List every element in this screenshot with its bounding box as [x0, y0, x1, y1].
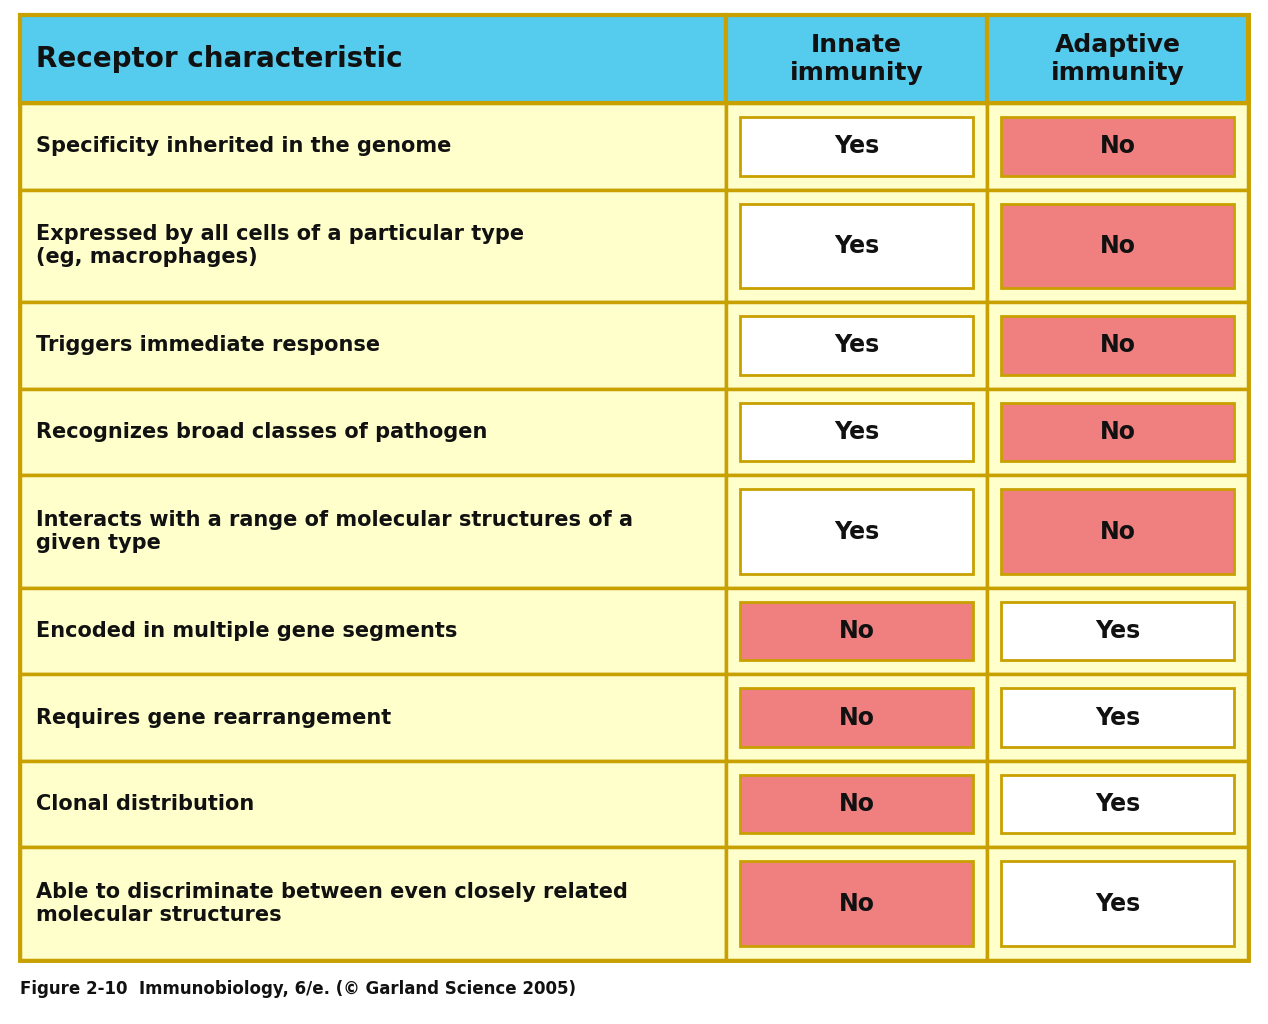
Text: Yes: Yes: [1094, 706, 1140, 730]
Text: Requires gene rearrangement: Requires gene rearrangement: [36, 708, 392, 728]
Bar: [727, 189, 987, 302]
Bar: [1000, 402, 1234, 461]
Bar: [1000, 775, 1234, 834]
Bar: [1000, 204, 1234, 288]
Text: Yes: Yes: [834, 233, 879, 258]
Bar: [987, 675, 1248, 761]
Bar: [20, 189, 727, 302]
Bar: [727, 15, 987, 103]
Bar: [20, 15, 1248, 103]
Text: Triggers immediate response: Triggers immediate response: [36, 336, 380, 355]
Bar: [741, 775, 973, 834]
Bar: [727, 389, 987, 475]
Text: Interacts with a range of molecular structures of a
given type: Interacts with a range of molecular stru…: [36, 510, 633, 553]
Bar: [741, 316, 973, 375]
Text: Innate
immunity: Innate immunity: [790, 33, 923, 85]
Bar: [987, 103, 1248, 189]
Bar: [20, 15, 727, 103]
Text: No: No: [838, 892, 875, 915]
Text: Recognizes broad classes of pathogen: Recognizes broad classes of pathogen: [36, 422, 487, 442]
Bar: [1000, 316, 1234, 375]
Text: Yes: Yes: [1094, 793, 1140, 816]
Bar: [20, 302, 727, 389]
Bar: [741, 489, 973, 573]
Bar: [987, 761, 1248, 848]
Text: Specificity inherited in the genome: Specificity inherited in the genome: [36, 136, 451, 157]
Bar: [987, 189, 1248, 302]
Bar: [741, 688, 973, 746]
Bar: [741, 861, 973, 946]
Text: No: No: [838, 620, 875, 643]
Text: No: No: [1099, 134, 1136, 159]
Text: Yes: Yes: [834, 420, 879, 444]
Bar: [1000, 688, 1234, 746]
Bar: [741, 402, 973, 461]
Bar: [727, 588, 987, 675]
Bar: [987, 475, 1248, 588]
Bar: [20, 848, 727, 961]
Text: No: No: [1099, 233, 1136, 258]
Bar: [727, 675, 987, 761]
Text: Adaptive
immunity: Adaptive immunity: [1051, 33, 1184, 85]
Text: Figure 2-10  Immunobiology, 6/e. (© Garland Science 2005): Figure 2-10 Immunobiology, 6/e. (© Garla…: [20, 980, 576, 998]
Text: No: No: [1099, 334, 1136, 357]
Bar: [20, 761, 727, 848]
Bar: [1000, 861, 1234, 946]
Bar: [1000, 489, 1234, 573]
Text: Able to discriminate between even closely related
molecular structures: Able to discriminate between even closel…: [36, 882, 628, 926]
Text: Yes: Yes: [834, 334, 879, 357]
Text: No: No: [1099, 420, 1136, 444]
Bar: [727, 103, 987, 189]
Bar: [741, 117, 973, 175]
Bar: [987, 302, 1248, 389]
Text: Encoded in multiple gene segments: Encoded in multiple gene segments: [36, 621, 458, 641]
Bar: [20, 475, 727, 588]
Bar: [741, 204, 973, 288]
Text: Yes: Yes: [834, 134, 879, 159]
Text: No: No: [838, 706, 875, 730]
Bar: [1000, 117, 1234, 175]
Bar: [987, 15, 1248, 103]
Bar: [20, 389, 727, 475]
Bar: [727, 302, 987, 389]
Bar: [741, 602, 973, 660]
Text: Yes: Yes: [1094, 620, 1140, 643]
Bar: [20, 675, 727, 761]
Text: Yes: Yes: [834, 519, 879, 544]
Bar: [987, 389, 1248, 475]
Bar: [727, 761, 987, 848]
Text: Clonal distribution: Clonal distribution: [36, 795, 255, 814]
Bar: [727, 848, 987, 961]
Bar: [1000, 602, 1234, 660]
Bar: [987, 588, 1248, 675]
Bar: [20, 103, 727, 189]
Text: No: No: [838, 793, 875, 816]
Text: Expressed by all cells of a particular type
(eg, macrophages): Expressed by all cells of a particular t…: [36, 224, 524, 267]
Bar: [727, 475, 987, 588]
Bar: [987, 848, 1248, 961]
Text: No: No: [1099, 519, 1136, 544]
Text: Yes: Yes: [1094, 892, 1140, 915]
Bar: [20, 588, 727, 675]
Text: Receptor characteristic: Receptor characteristic: [36, 45, 403, 73]
